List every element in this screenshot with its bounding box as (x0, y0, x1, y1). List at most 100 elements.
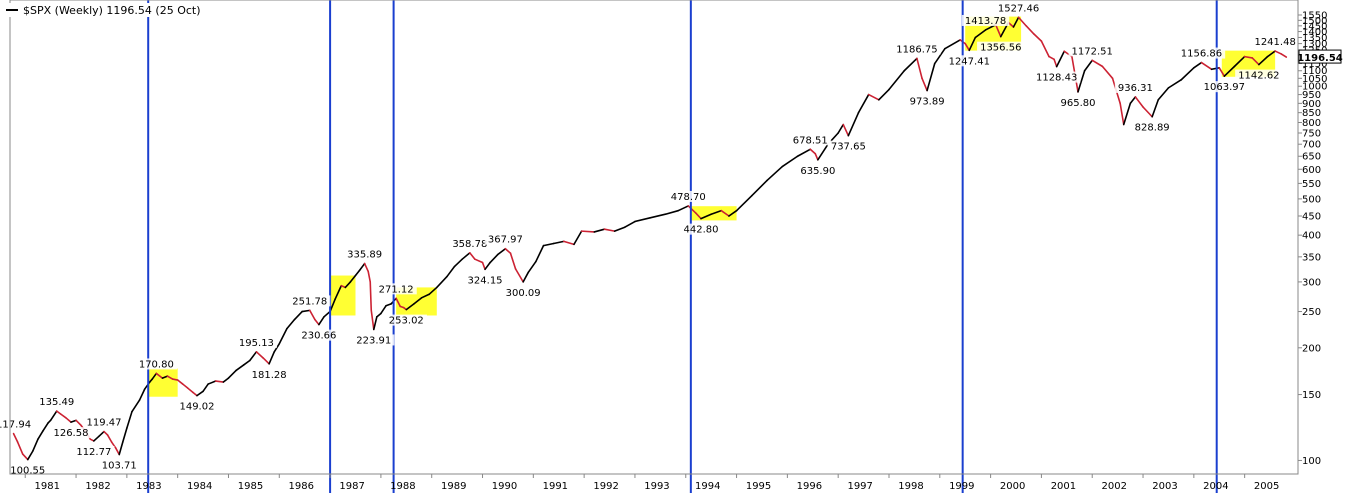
price-segment (842, 123, 850, 137)
price-segment (603, 228, 616, 232)
highlight-box (330, 275, 356, 316)
y-tick-label: 400 (1302, 231, 1321, 242)
annotation-text: 135.49 (39, 397, 74, 408)
price-segment (37, 430, 44, 440)
price-segment (728, 209, 738, 217)
price-segment (318, 316, 325, 326)
annotation-text: 1527.46 (998, 3, 1039, 14)
price-segment (847, 111, 860, 137)
price-segment (944, 39, 961, 50)
x-tick-label: 1995 (746, 481, 771, 492)
price-segment (1151, 98, 1160, 118)
price-annotation: 195.13 (235, 336, 278, 349)
y-tick-label: 550 (1302, 179, 1321, 190)
chart-title: $SPX (Weekly) 1196.54 (25 Oct) (23, 3, 201, 17)
price-segment (481, 261, 486, 271)
annotation-text: 367.97 (488, 235, 523, 246)
price-annotation: 335.89 (344, 248, 386, 261)
price-segment (131, 399, 141, 413)
price-segment (1048, 55, 1055, 61)
price-segment (192, 391, 198, 397)
price-segment (1025, 25, 1035, 35)
y-tick-label: 700 (1302, 140, 1321, 151)
price-segment (413, 297, 423, 305)
price-segment (1040, 40, 1050, 58)
price-segment (1210, 67, 1221, 71)
price-segment (323, 310, 331, 318)
price-segment (649, 213, 667, 219)
price-annotation: 1128.43 (1032, 71, 1081, 84)
price-segment (573, 230, 583, 246)
price-segment (1251, 57, 1260, 66)
price-segment (369, 281, 373, 312)
y-tick-label: 1150 (1302, 59, 1327, 70)
y-tick-label: 750 (1302, 128, 1321, 139)
annotation-bg (680, 223, 722, 235)
x-tick-label: 2004 (1203, 481, 1228, 492)
price-segment (21, 453, 29, 461)
price-annotation: 271.12 (375, 283, 417, 295)
price-annotation: 828.89 (1131, 121, 1173, 134)
annotation-bg (1032, 71, 1081, 83)
price-segment (286, 318, 296, 330)
y-tick-label: 500 (1302, 194, 1321, 205)
price-segment (171, 378, 179, 381)
x-tick-label: 1993 (644, 481, 669, 492)
price-segment (751, 179, 768, 197)
price-segment (837, 123, 845, 134)
annotation-text: 828.89 (1135, 123, 1170, 134)
price-segment (370, 309, 375, 331)
annotation-bg (464, 274, 506, 286)
price-annotation: 1186.75 (893, 43, 941, 55)
price-segment (60, 413, 67, 419)
annotation-bg (994, 2, 1043, 14)
price-segment (994, 23, 1002, 38)
price-segment (1200, 61, 1213, 71)
price-annotation: 324.15 (464, 274, 506, 286)
annotation-bg (906, 95, 948, 107)
price-segment (623, 220, 636, 229)
annotation-text: 635.90 (800, 166, 835, 177)
annotation-bg (7, 464, 49, 476)
annotation-bg (1177, 47, 1226, 59)
price-annotation: 253.02 (385, 314, 427, 327)
y-tick-label: 1550 (1302, 11, 1327, 22)
price-segment (1007, 21, 1015, 28)
price-segment (964, 42, 971, 52)
price-segment (809, 148, 817, 155)
annotation-text: 1156.86 (1181, 49, 1222, 60)
price-segment (504, 247, 512, 254)
y-tick-label: 200 (1302, 343, 1321, 354)
price-segment (293, 310, 303, 321)
price-segment (489, 253, 499, 264)
annotation-text: 223.91 (356, 335, 391, 346)
price-segment (55, 410, 62, 415)
annotation-bg (385, 314, 427, 326)
annotation-text: 100.55 (10, 466, 45, 477)
price-segment (781, 155, 799, 168)
price-segment (176, 379, 184, 385)
x-tick-label: 1990 (492, 481, 517, 492)
annotation-text: 126.58 (53, 428, 88, 439)
price-segment (155, 372, 164, 379)
price-annotation: 100.55 (7, 464, 49, 477)
annotation-text: 253.02 (389, 316, 424, 327)
annotation-text: 335.89 (347, 250, 382, 261)
annotation-bg (36, 396, 78, 408)
annotation-bg (502, 286, 544, 298)
price-segment (634, 217, 651, 223)
y-tick-label: 1350 (1302, 33, 1327, 44)
price-segment (563, 240, 575, 246)
price-segment (484, 261, 491, 271)
plot-frame (9, 0, 1299, 475)
price-segment (552, 240, 565, 245)
price-segment (385, 303, 392, 307)
price-segment (420, 293, 430, 299)
price-segment (700, 213, 712, 220)
annotation-bg (375, 283, 417, 295)
highlight-box (148, 368, 178, 397)
y-tick-label: 1100 (1302, 66, 1327, 77)
x-tick-label: 1988 (390, 481, 415, 492)
annotation-text: 112.77 (76, 447, 111, 458)
price-segment (1280, 53, 1288, 58)
